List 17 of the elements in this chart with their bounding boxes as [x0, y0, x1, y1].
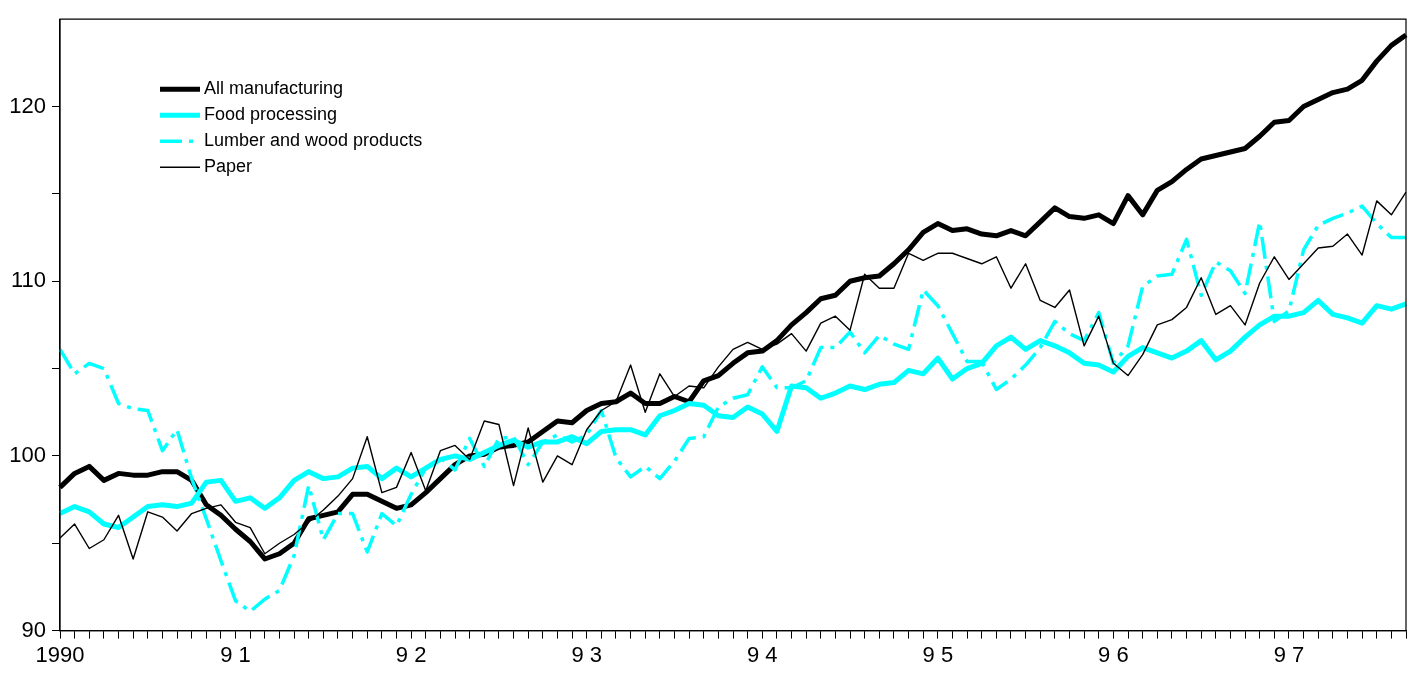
x-tick-label: 1990	[35, 641, 85, 667]
x-tick-label: 9 4	[746, 641, 778, 667]
x-tick-label: 9 3	[571, 641, 602, 667]
legend-label: Lumber and wood products	[204, 130, 423, 151]
x-tick-label: 9 7	[1273, 641, 1305, 667]
x-tick-label: 9 6	[1098, 641, 1129, 667]
y-tick-label: 120	[9, 92, 46, 118]
legend-label: Food processing	[204, 104, 338, 125]
line-series	[58, 204, 1408, 614]
x-tick-label: 9 2	[395, 641, 427, 667]
y-tick-label: 100	[9, 441, 46, 467]
legend-label: Paper	[204, 156, 253, 177]
y-tick-label: 110	[10, 267, 46, 293]
x-tick-label: 9 5	[922, 641, 954, 667]
x-tick-label: 9 1	[220, 641, 251, 667]
legend-label: All manufacturing	[204, 78, 344, 99]
y-tick-label: 90	[21, 616, 46, 642]
